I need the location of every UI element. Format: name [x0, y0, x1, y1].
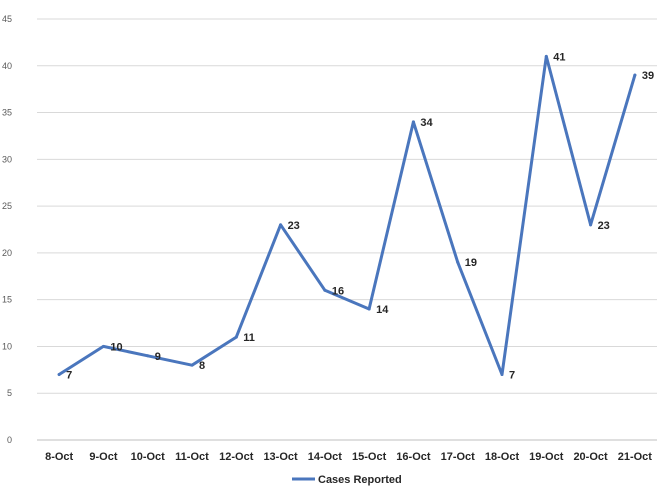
- y-tick-label: 5: [7, 388, 12, 398]
- gridlines: [37, 18, 657, 441]
- data-point: [101, 344, 105, 348]
- data-point: [234, 335, 238, 339]
- data-label: 39: [642, 70, 654, 82]
- y-tick-label: 15: [2, 295, 12, 305]
- data-point: [589, 223, 593, 227]
- data-label: 8: [199, 360, 205, 372]
- y-tick-label: 35: [2, 108, 12, 118]
- data-point: [57, 373, 61, 377]
- data-label: 41: [553, 51, 565, 63]
- x-tick-label: 8-Oct: [45, 451, 73, 463]
- y-tick-label: 25: [2, 201, 12, 211]
- x-tick-label: 18-Oct: [485, 451, 520, 463]
- data-label: 7: [66, 370, 72, 382]
- y-tick-label: 30: [2, 154, 12, 164]
- data-label: 14: [376, 304, 389, 316]
- x-tick-label: 20-Oct: [573, 451, 608, 463]
- data-point: [411, 120, 415, 124]
- data-label: 9: [155, 351, 161, 363]
- data-labels: 7 10 9 8 11 23 16 14 34 19 7 41 23 39: [66, 51, 654, 381]
- x-tick-label: 15-Oct: [352, 451, 387, 463]
- data-point: [146, 354, 150, 358]
- x-tick-label: 19-Oct: [529, 451, 564, 463]
- data-label: 34: [420, 117, 433, 129]
- x-axis-ticks: 8-Oct 9-Oct 10-Oct 11-Oct 12-Oct 13-Oct 14-Oct…: [45, 451, 652, 463]
- data-label: 19: [465, 257, 477, 269]
- x-tick-label: 11-Oct: [175, 451, 209, 463]
- data-point: [190, 363, 194, 367]
- x-tick-label: 12-Oct: [219, 451, 254, 463]
- data-label: 10: [110, 341, 122, 353]
- data-point: [500, 373, 504, 377]
- y-tick-label: 10: [2, 341, 12, 351]
- data-point: [633, 73, 637, 77]
- data-point: [323, 288, 327, 292]
- x-tick-label: 21-Oct: [618, 451, 653, 463]
- x-tick-label: 16-Oct: [396, 451, 431, 463]
- data-point: [367, 307, 371, 311]
- data-label: 23: [598, 220, 610, 232]
- y-axis-ticks: 0 5 10 15 20 25 30 35 40 45: [2, 14, 12, 445]
- data-point: [544, 54, 548, 58]
- x-tick-label: 10-Oct: [131, 451, 166, 463]
- x-tick-label: 14-Oct: [308, 451, 343, 463]
- x-tick-label: 9-Oct: [89, 451, 117, 463]
- x-tick-label: 13-Oct: [263, 451, 298, 463]
- y-tick-label: 0: [7, 435, 12, 445]
- data-point: [456, 260, 460, 264]
- y-tick-label: 40: [2, 61, 12, 71]
- data-label: 11: [243, 332, 255, 344]
- y-tick-label: 45: [2, 14, 12, 24]
- legend: Cases Reported: [292, 474, 402, 486]
- legend-entry-cases-reported: Cases Reported: [318, 474, 402, 486]
- data-label: 23: [288, 220, 300, 232]
- y-tick-label: 20: [2, 248, 12, 258]
- data-label: 16: [332, 285, 344, 297]
- series-cases-reported: [57, 54, 637, 377]
- x-tick-label: 17-Oct: [441, 451, 476, 463]
- data-label: 7: [509, 370, 515, 382]
- data-point: [279, 223, 283, 227]
- series-line: [57, 54, 637, 376]
